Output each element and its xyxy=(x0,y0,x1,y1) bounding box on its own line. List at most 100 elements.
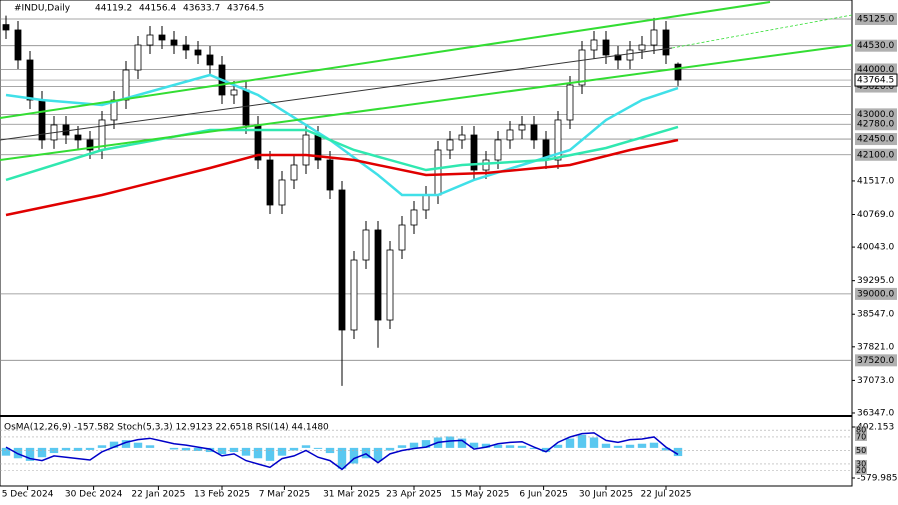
candle-body xyxy=(638,44,646,51)
x-tick-label: 31 Mar 2025 xyxy=(323,490,380,500)
candle-body xyxy=(602,39,610,56)
osma-bar xyxy=(457,438,467,448)
candle-body xyxy=(518,124,526,131)
level-box xyxy=(855,39,897,52)
candle-body xyxy=(422,194,430,211)
candle-body xyxy=(74,134,82,141)
candle-body xyxy=(554,119,562,161)
x-tick-label: 5 Dec 2024 xyxy=(2,490,54,500)
candle-body xyxy=(362,229,370,261)
osma-bar xyxy=(277,447,287,456)
level-label: 39000.0 xyxy=(857,289,894,299)
osma-bar xyxy=(541,447,551,453)
x-tick-label: 30 Jun 2025 xyxy=(579,490,633,500)
rsi-level-box xyxy=(855,432,867,441)
osma-bar xyxy=(301,445,311,448)
osma-bar xyxy=(565,438,575,448)
moving-average xyxy=(5,73,679,197)
osma-bar xyxy=(85,447,95,450)
osma-bar xyxy=(241,447,251,456)
y-tick-label: 36347.0 xyxy=(857,408,894,418)
candle-body xyxy=(134,44,142,71)
candle-body xyxy=(578,49,586,86)
level-label: 43000.0 xyxy=(857,110,894,120)
rsi-level-box xyxy=(855,459,867,468)
osma-bar xyxy=(145,445,155,448)
level-label: 44530.0 xyxy=(857,41,894,51)
osma-tick-label: -579.985 xyxy=(857,474,897,484)
rsi-line xyxy=(5,432,679,471)
candle-body xyxy=(158,34,166,41)
osma-bar xyxy=(673,447,683,457)
candle-body xyxy=(14,29,22,61)
moving-average xyxy=(5,125,679,182)
candle-body xyxy=(458,134,466,141)
x-tick-label: 30 Dec 2024 xyxy=(65,490,123,500)
y-tick-label: 37073.0 xyxy=(857,376,894,386)
osma-bar xyxy=(193,447,203,452)
candle-body xyxy=(482,159,490,171)
osma-bar xyxy=(613,445,623,448)
candle-body xyxy=(26,59,34,101)
candle-body xyxy=(338,189,346,331)
osma-bar xyxy=(97,445,107,448)
osma-bar xyxy=(289,447,299,451)
candle-body xyxy=(122,69,130,101)
candle-body xyxy=(386,249,394,321)
rsi-tick-label: 20 xyxy=(856,466,866,475)
osma-bar xyxy=(181,447,191,451)
last-price-box xyxy=(854,73,898,87)
osma-bar xyxy=(313,447,323,449)
osma-bar xyxy=(373,447,383,461)
level-box xyxy=(855,63,897,76)
candle-body xyxy=(194,49,202,56)
osma-bar xyxy=(625,444,635,448)
level-label: 42100.0 xyxy=(857,150,894,160)
x-tick-label: 15 May 2025 xyxy=(451,490,510,500)
moving-average xyxy=(5,138,679,217)
osma-bar xyxy=(121,440,131,448)
level-box xyxy=(855,12,897,25)
candle-body xyxy=(350,259,358,331)
candle-body xyxy=(470,134,478,171)
candle-body xyxy=(374,229,382,321)
level-box xyxy=(855,354,897,367)
trend-line-extension xyxy=(671,14,853,49)
osma-bar xyxy=(253,447,263,459)
osma-bar xyxy=(505,445,515,448)
plot-frame xyxy=(0,0,853,487)
osma-bar xyxy=(409,442,419,448)
y-tick-label: 40769.0 xyxy=(857,210,894,220)
osma-bar xyxy=(517,445,527,448)
level-label: 37520.0 xyxy=(857,356,894,366)
rsi-tick-label: 30 xyxy=(856,459,866,468)
osma-bar xyxy=(637,443,647,448)
candle-body xyxy=(590,39,598,51)
candle-body xyxy=(494,139,502,161)
x-tick-label: 22 Jul 2025 xyxy=(641,490,692,500)
x-tick-label: 13 Feb 2025 xyxy=(194,490,250,500)
osma-bar xyxy=(589,437,599,448)
candle-body xyxy=(206,54,214,66)
candle-body xyxy=(530,124,538,141)
osma-bar xyxy=(397,445,407,448)
indicator-label: OsMA(12,26,9) -157.582 Stoch(5,3,3) 12.9… xyxy=(4,423,329,433)
candle-body xyxy=(446,139,454,151)
trend-line xyxy=(0,44,853,161)
level-label: 44000.0 xyxy=(857,65,894,75)
osma-bar xyxy=(229,447,239,453)
candle-body xyxy=(266,159,274,206)
rsi-level-box xyxy=(855,466,867,475)
x-tick-label: 23 Apr 2025 xyxy=(386,490,442,500)
osma-bar xyxy=(421,440,431,448)
osma-bar xyxy=(481,443,491,448)
candle-body xyxy=(2,24,10,31)
level-label: 42780.0 xyxy=(857,120,894,130)
candle-body xyxy=(650,29,658,46)
osma-bar xyxy=(469,442,479,448)
osma-bar xyxy=(529,447,539,449)
osma-bar xyxy=(385,447,395,451)
osma-bar xyxy=(25,447,35,461)
osma-bar xyxy=(661,447,671,451)
last-price-label: 43764.5 xyxy=(857,76,894,86)
